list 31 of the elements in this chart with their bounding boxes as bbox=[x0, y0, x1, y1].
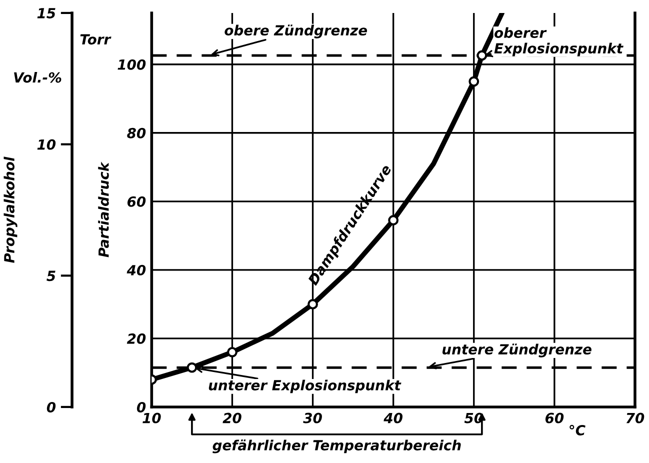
text: °C bbox=[570, 424, 586, 436]
x-tick-label: 60 bbox=[545, 412, 564, 424]
x-tick-label: 20 bbox=[222, 412, 242, 424]
text: Vol.-% bbox=[14, 72, 62, 83]
text: Torr bbox=[80, 34, 112, 45]
text: gefährlicher Temperaturbereich bbox=[212, 440, 461, 454]
annotation: oberer Explosionspunkt bbox=[494, 27, 624, 56]
y-axis-title: Partialdruck bbox=[98, 162, 109, 258]
ref-line-label: untere Zündgrenze bbox=[442, 344, 592, 358]
y3-axis-title: Propylalkohol bbox=[4, 156, 18, 263]
y-tick-label: 100 bbox=[118, 59, 146, 70]
point bbox=[227, 346, 238, 358]
y3-tick-label: 15 bbox=[37, 8, 56, 18]
y-tick-label: 40 bbox=[126, 264, 146, 276]
y3-tick-label: 10 bbox=[37, 139, 56, 150]
x-tick-label: 10 bbox=[142, 412, 161, 424]
y3-tick-label: 5 bbox=[46, 270, 56, 282]
y-tick-label: 60 bbox=[127, 196, 146, 207]
y-tick-label: 0 bbox=[136, 402, 146, 412]
point bbox=[468, 76, 480, 87]
x-tick-label: 40 bbox=[384, 412, 402, 424]
point bbox=[186, 362, 198, 373]
y-tick-label: 80 bbox=[127, 128, 146, 138]
point bbox=[476, 50, 488, 61]
y-tick-label: 20 bbox=[126, 333, 146, 344]
point bbox=[308, 298, 318, 310]
annotation: unterer Explosionspunkt bbox=[208, 380, 402, 394]
x-tick-label: 70 bbox=[626, 412, 644, 424]
y3-tick-label: 0 bbox=[46, 402, 56, 412]
x-tick-label: 30 bbox=[303, 412, 322, 424]
ref-line-label: obere Zündgrenze bbox=[224, 24, 368, 38]
